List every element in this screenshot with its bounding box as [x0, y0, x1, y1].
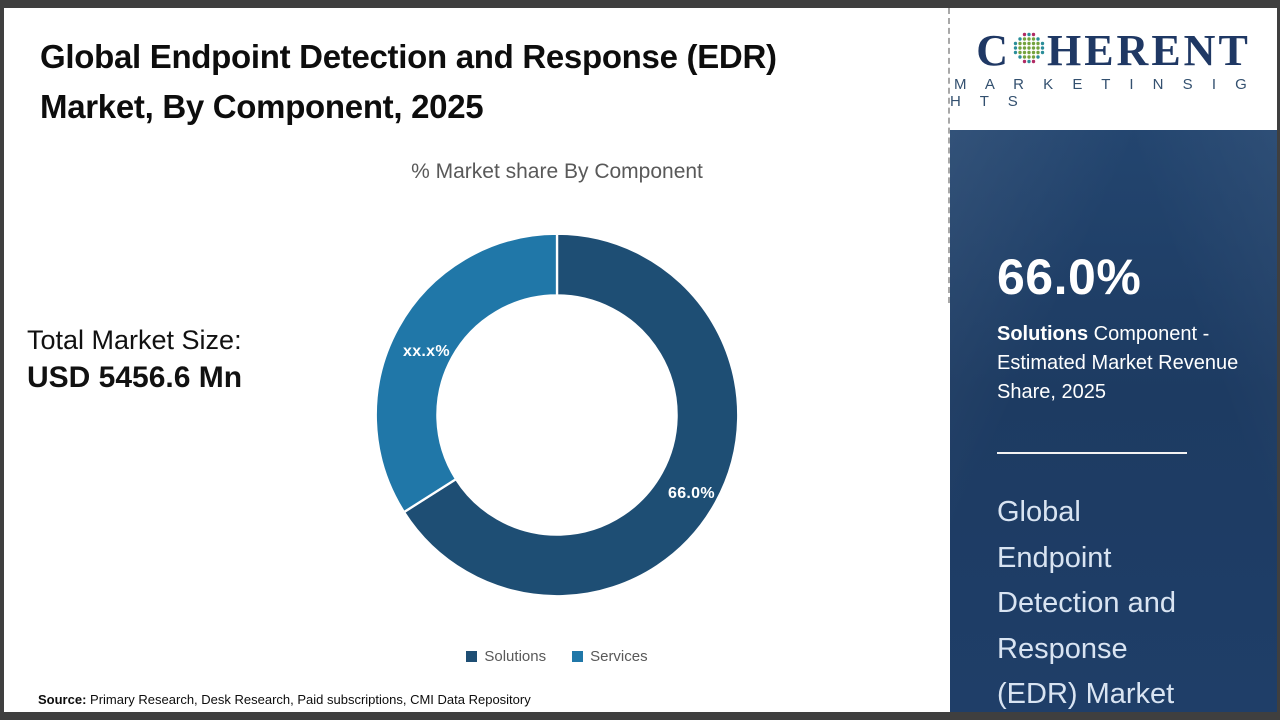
legend-label-solutions: Solutions — [484, 648, 547, 665]
donut-chart-svg — [374, 232, 740, 598]
globe-dot — [1040, 45, 1045, 50]
globe-dot — [1018, 41, 1022, 45]
slice-label-solutions: 66.0% — [668, 485, 715, 502]
globe-dot — [1027, 32, 1031, 36]
globe-dot — [1027, 45, 1031, 50]
globe-dot — [1013, 50, 1018, 54]
globe-dot — [1031, 59, 1036, 63]
dotted-globe-icon — [1013, 32, 1045, 63]
globe-dot — [1036, 54, 1040, 59]
globe-dot — [1031, 45, 1036, 50]
globe-dot — [1036, 45, 1040, 50]
globe-dot — [1036, 50, 1040, 54]
sidebar-stat-value: 66.0% — [997, 249, 1142, 305]
globe-dot — [1022, 59, 1027, 63]
brand-wordmark: C HERENT — [976, 25, 1251, 75]
sidebar-headline: Global Endpoint Detection and Response (… — [997, 496, 1176, 710]
globe-dot — [1018, 36, 1022, 41]
globe-dot — [1018, 45, 1022, 50]
globe-dot — [1031, 54, 1036, 59]
globe-dot — [1036, 41, 1040, 45]
globe-dot — [1022, 41, 1027, 45]
globe-dot — [1018, 54, 1022, 59]
sidebar-divider — [997, 452, 1187, 454]
globe-dot — [1027, 36, 1031, 41]
source-line: Source: Primary Research, Desk Research,… — [38, 692, 531, 707]
sidebar-stat-desc-rest: Component - Estimated Market Revenue Sha… — [997, 323, 1239, 403]
globe-dot — [1031, 50, 1036, 54]
total-market-size-block: Total Market Size: USD 5456.6 Mn — [27, 322, 242, 398]
globe-dot — [1027, 54, 1031, 59]
sidebar-stat-desc-bold: Solutions — [997, 323, 1089, 345]
source-label: Source: — [38, 692, 87, 707]
globe-dot — [1022, 54, 1027, 59]
globe-dot — [1031, 36, 1036, 41]
globe-dot — [1022, 45, 1027, 50]
donut-slice-services — [374, 232, 559, 514]
globe-dot — [1013, 41, 1018, 45]
globe-dot — [1022, 32, 1027, 36]
donut-slice-solutions — [402, 232, 740, 598]
globe-dot — [1027, 50, 1031, 54]
brand-logo: C HERENT M A R K E T I N S I G H T S — [950, 8, 1277, 130]
globe-dot — [1031, 41, 1036, 45]
brand-tagline: M A R K E T I N S I G H T S — [950, 75, 1255, 110]
legend-label-services: Services — [590, 648, 648, 665]
legend-swatch-services-icon — [572, 651, 584, 662]
brand-letters-herent: HERENT — [1046, 25, 1251, 75]
globe-dot — [1031, 32, 1036, 36]
dashed-guide-line — [948, 8, 950, 303]
legend-swatch-solutions-icon — [466, 651, 478, 662]
total-market-size-label: Total Market Size: — [27, 325, 242, 355]
legend-item-solutions: Solutions — [466, 648, 546, 665]
globe-dot — [1040, 50, 1045, 54]
globe-dot — [1018, 50, 1022, 54]
legend-item-services: Services — [572, 648, 648, 665]
sidebar-stat-description: Solutions Component - Estimated Market R… — [997, 320, 1249, 407]
page-title: Global Endpoint Detection and Response (… — [40, 38, 777, 125]
globe-dot — [1040, 41, 1045, 45]
globe-dot — [1027, 59, 1031, 63]
globe-dot — [1027, 41, 1031, 45]
slice-label-services: xx.x% — [403, 343, 450, 360]
source-text: Primary Research, Desk Research, Paid su… — [86, 692, 531, 707]
sidebar-panel: 66.0% Solutions Component - Estimated Ma… — [950, 130, 1277, 712]
globe-dot — [1022, 36, 1027, 41]
chart-title: % Market share By Component — [411, 160, 703, 183]
brand-letter-c: C — [976, 25, 1011, 75]
globe-dot — [1036, 36, 1040, 41]
chart-legend: Solutions Services — [373, 648, 741, 665]
globe-dot — [1022, 50, 1027, 54]
globe-dot — [1013, 45, 1018, 50]
total-market-size-value: USD 5456.6 Mn — [27, 361, 243, 394]
donut-chart — [373, 231, 741, 599]
slide-canvas: Global Endpoint Detection and Response (… — [4, 8, 1277, 712]
